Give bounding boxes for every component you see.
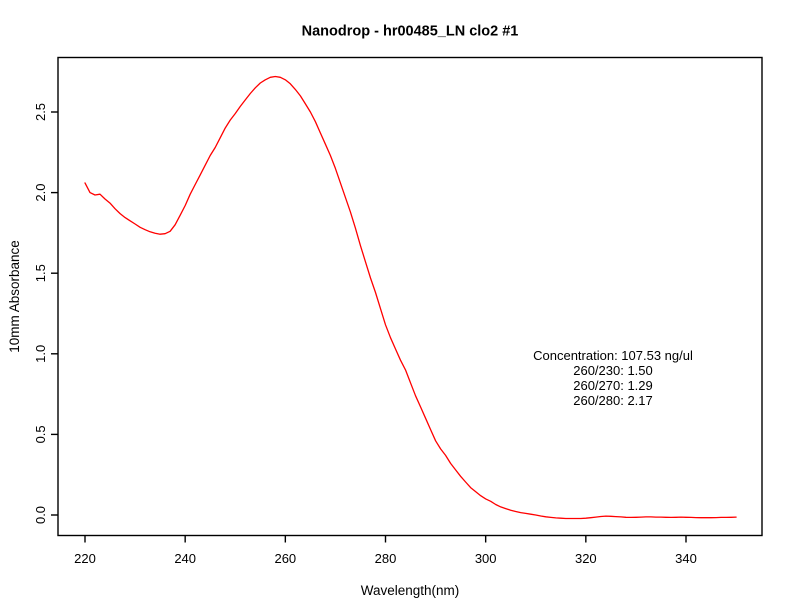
y-axis-label: 10mm Absorbance [7,240,22,353]
y-tick-label: 0.0 [33,506,48,524]
y-tick-label: 1.0 [33,345,48,363]
plot-box [57,56,763,537]
x-tick-label: 320 [575,551,597,566]
chart-title: Nanodrop - hr00485_LN clo2 #1 [302,24,519,40]
x-tick-label: 280 [375,551,397,566]
annotation-ratio-260-230: 260/230: 1.50 [573,363,653,378]
x-tick-label: 220 [74,551,96,566]
x-tick-label: 300 [475,551,497,566]
y-tick-label: 2.5 [33,103,48,121]
y-tick-label: 0.5 [33,425,48,443]
y-tick-label: 2.0 [33,184,48,202]
x-axis-label: Wavelength(nm) [361,583,460,598]
y-axis-ticks: 0.0 0.5 1.0 1.5 2.0 2.5 [33,103,58,524]
x-tick-label: 340 [675,551,697,566]
annotation-ratio-260-280: 260/280: 2.17 [573,393,653,408]
x-tick-label: 240 [174,551,196,566]
x-tick-label: 260 [274,551,296,566]
annotation-block: Concentration: 107.53 ng/ul 260/230: 1.5… [533,348,693,408]
y-tick-label: 1.5 [33,264,48,282]
annotation-ratio-260-270: 260/270: 1.29 [573,378,653,393]
x-axis-ticks: 220 240 260 280 300 320 340 [74,535,697,566]
absorbance-curve [84,75,737,520]
annotation-concentration: Concentration: 107.53 ng/ul [533,348,693,363]
